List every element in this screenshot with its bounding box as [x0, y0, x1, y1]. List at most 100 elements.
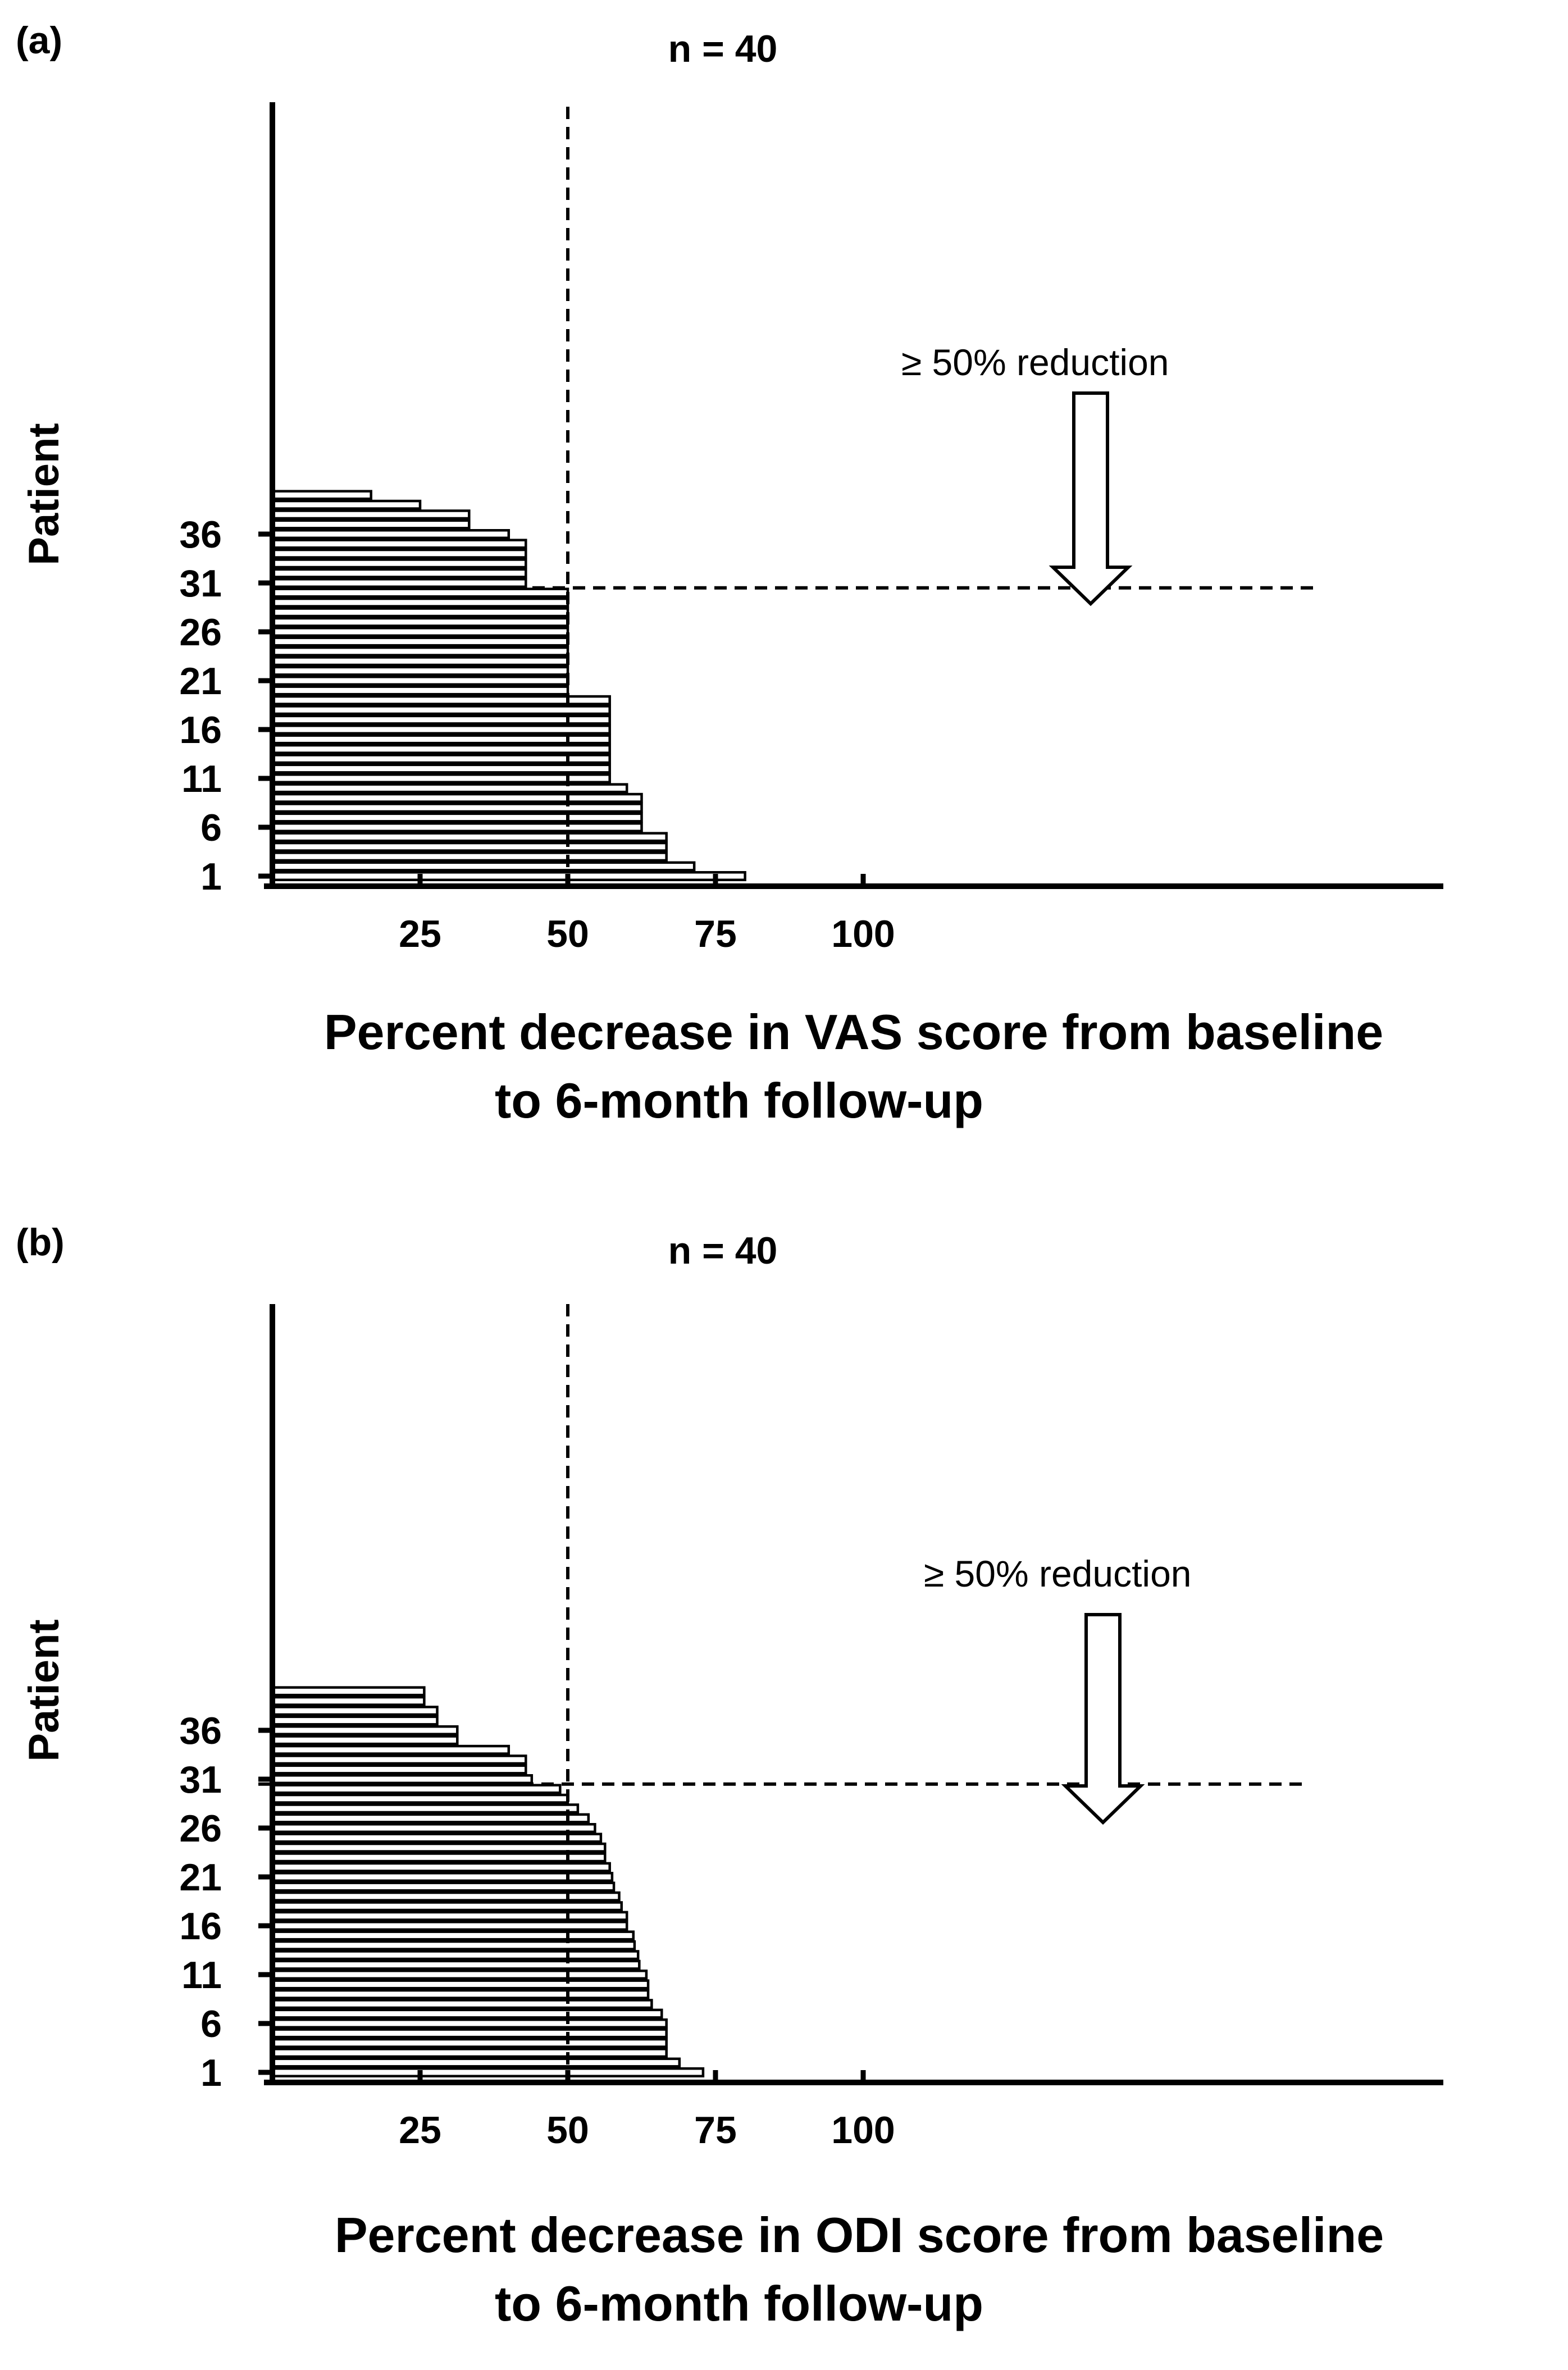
panel-a-bar-patient-29: [271, 597, 569, 608]
panel-a-x-ticks: 25 50 75 100: [399, 874, 895, 955]
panel-a-bar-patient-8: [271, 803, 643, 813]
panel-a-annotation: ≥ 50% reduction: [901, 341, 1169, 383]
panel-b-bar-patient-39: [271, 1696, 426, 1706]
panel-b-bar-patient-28: [271, 1803, 580, 1814]
panel-a-bar-patient-26: [271, 627, 569, 637]
panel-b-bar-patient-21: [271, 1872, 614, 1882]
panel-a-y-axis-label: Patient: [20, 423, 68, 565]
panel-a-bar-patient-21: [271, 676, 569, 686]
panel-b-bar-patient-4: [271, 2038, 668, 2048]
panel-b-bar-patient-16: [271, 1921, 628, 1931]
panel-b-bar-patient-7: [271, 2008, 663, 2019]
panel-b-y-axis-label: Patient: [20, 1619, 68, 1761]
panel-a-bar-patient-14: [271, 744, 611, 754]
panel-a-x-tick-label: 25: [399, 913, 441, 955]
panel-b-bar-patient-33: [271, 1754, 527, 1765]
panel-a-bar-patient-38: [271, 509, 471, 520]
panel-b-x-tick-label: 100: [831, 2109, 895, 2152]
panel-b-bar-patient-24: [271, 1842, 607, 1853]
panel-b-label: (b): [16, 1221, 65, 1264]
panel-a-bar-patient-23: [271, 656, 569, 667]
panel-a-bar-patient-13: [271, 754, 611, 764]
panel-b-bar-patient-25: [271, 1833, 603, 1843]
panel-b-bar-patient-36: [271, 1725, 459, 1735]
panel-b-y-tick-label: 31: [179, 1758, 222, 1801]
panel-a-bar-patient-3: [271, 851, 668, 862]
panel-a-title: n = 40: [668, 28, 778, 70]
panel-a-y-tick-label: 26: [179, 611, 222, 654]
panel-a-y-tick-label: 36: [179, 513, 222, 556]
panel-b-title: n = 40: [668, 1229, 778, 1272]
panel-a-bar-patient-7: [271, 812, 643, 823]
panel-a-bar-patient-16: [271, 724, 611, 735]
panel-a-bar-patient-10: [271, 783, 628, 794]
panel-b-bar-patient-12: [271, 1959, 641, 1970]
panel-b-bar-patient-38: [271, 1706, 439, 1716]
panel-b-y-tick-label: 11: [181, 1954, 222, 1997]
panel-b-annotation: ≥ 50% reduction: [924, 1553, 1192, 1594]
panel-b-x-axis-label-line2: to 6-month follow-up: [495, 2276, 983, 2331]
panel-b-bar-patient-5: [271, 2028, 668, 2039]
panel-b-y-tick-label: 36: [179, 1710, 222, 1752]
panel-b-bar-patient-8: [271, 1999, 653, 2009]
panel-b-bar-patient-15: [271, 1930, 635, 1941]
panel-a-bar-patient-20: [271, 685, 569, 696]
panel-b-bar-patient-13: [271, 1950, 640, 1961]
panel-a-x-axis-label-line1: Percent decrease in VAS score from basel…: [324, 1004, 1383, 1060]
panel-b-bar-patient-30: [271, 1784, 562, 1794]
panel-b-x-ticks: 25 50 75 100: [399, 2070, 895, 2152]
panel-b-x-axis-label-line1: Percent decrease in ODI score from basel…: [335, 2207, 1384, 2263]
panel-b-bar-patient-34: [271, 1744, 510, 1755]
panel-b-y-tick-label: 26: [179, 1807, 222, 1850]
panel-a-x-tick-label: 100: [831, 913, 895, 955]
panel-a-y-tick-label: 11: [181, 758, 222, 800]
panel-a-y-tick-label: 1: [200, 855, 222, 898]
panel-b-bar-patient-9: [271, 1989, 650, 1999]
panel-a-bar-patient-32: [271, 568, 527, 578]
panel-b-y-ticks: 1 6 11 16 21 26 31 36: [179, 1710, 272, 2094]
panel-a-down-arrow-icon: [1049, 391, 1133, 607]
panel-b-bar-patient-23: [271, 1852, 607, 1863]
panel-a-label: (a): [16, 19, 62, 62]
panel-b-bar-patient-26: [271, 1823, 596, 1833]
panel-a-bar-patient-24: [271, 646, 569, 657]
panel-b-bar-patient-6: [271, 2018, 668, 2029]
panel-b-bar-patient-37: [271, 1715, 439, 1726]
panel-a-bar-patient-35: [271, 539, 527, 549]
panel-a-bar-patient-4: [271, 841, 668, 852]
panel-a-bar-patient-28: [271, 607, 569, 618]
panel-b-down-arrow-icon: [1061, 1613, 1145, 1825]
panel-b-bar-patient-11: [271, 1970, 648, 1980]
panel-a-bar-patient-33: [271, 558, 527, 569]
panel-b-bar-patient-27: [271, 1813, 590, 1824]
panel-b-y-tick-label: 6: [200, 2003, 222, 2045]
panel-b-bars: [271, 1686, 705, 2077]
panel-a-y-tick-label: 21: [179, 660, 222, 703]
panel-a-bar-patient-6: [271, 822, 643, 832]
panel-b-bar-patient-32: [271, 1764, 527, 1775]
panel-b-bar-patient-17: [271, 1911, 628, 1921]
panel-b-x-tick-label: 25: [399, 2109, 441, 2152]
panel-b-bar-patient-35: [271, 1735, 459, 1745]
panel-b-bar-patient-40: [271, 1686, 426, 1697]
panel-a-bar-patient-2: [271, 861, 696, 872]
panel-a-bar-patient-5: [271, 832, 668, 842]
panel-a-bar-patient-25: [271, 636, 569, 647]
panel-b-bar-patient-20: [271, 1881, 616, 1892]
panel-a-x-axis-label-line2: to 6-month follow-up: [495, 1073, 983, 1128]
panel-b-bar-patient-3: [271, 2048, 668, 2058]
panel-a-bar-patient-34: [271, 548, 527, 559]
panel-a-bar-patient-11: [271, 773, 611, 783]
panel-a-bar-patient-27: [271, 617, 569, 627]
panel-a-y-tick-label: 16: [179, 709, 222, 751]
panel-a-y-tick-label: 31: [179, 562, 222, 605]
panel-a-x-tick-label: 75: [694, 913, 737, 955]
panel-b-bar-patient-31: [271, 1774, 534, 1784]
panel-b-x-tick-label: 75: [694, 2109, 737, 2152]
panel-b-bar-patient-18: [271, 1901, 623, 1912]
panel-b-y-tick-label: 1: [200, 2052, 222, 2094]
panel-a-bar-patient-31: [271, 578, 527, 588]
panel-b-y-tick-label: 16: [179, 1905, 222, 1948]
panel-b-bar-patient-14: [271, 1940, 636, 1950]
